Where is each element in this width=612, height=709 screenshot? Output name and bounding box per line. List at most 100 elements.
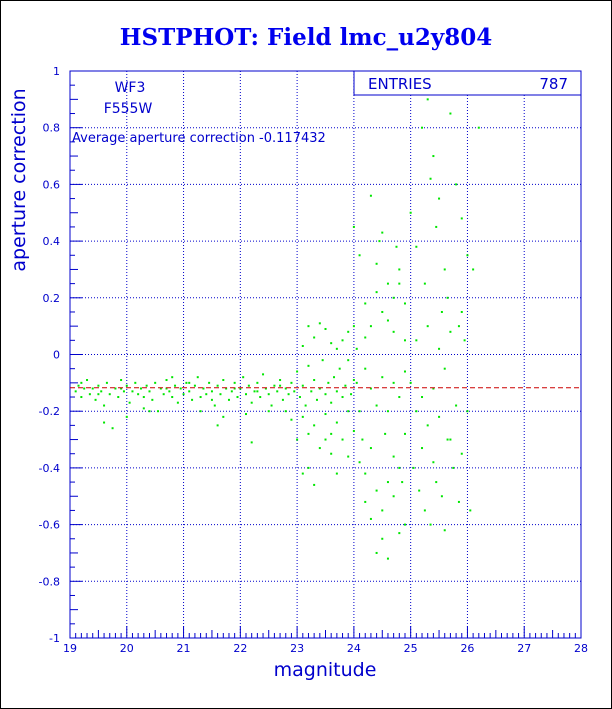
data-point [174,384,177,387]
x-tick-label: 19 [63,642,77,655]
y-tick-label: 0 [53,349,60,362]
data-point [253,390,256,393]
data-point [457,500,460,503]
data-point [395,245,398,248]
data-point [466,254,469,257]
data-point [438,197,441,200]
data-point [256,390,259,393]
data-point [279,379,282,382]
y-tick-label: 0.2 [43,292,61,305]
data-point [298,396,301,399]
data-point [139,387,142,390]
data-point [77,384,80,387]
data-point [193,384,196,387]
data-point [111,427,114,430]
data-point [398,532,401,535]
y-tick-label: -0.2 [39,405,60,418]
data-point [307,364,310,367]
data-point [392,455,395,458]
data-point [287,393,290,396]
data-point [352,379,355,382]
data-point [307,325,310,328]
data-point [338,367,341,370]
data-point [386,319,389,322]
data-point [429,177,432,180]
data-point [415,245,418,248]
data-point [233,387,236,390]
data-point [284,387,287,390]
data-point [199,410,202,413]
data-point [460,452,463,455]
data-point [105,381,108,384]
data-point [381,509,384,512]
data-point [392,296,395,299]
data-point [80,381,83,384]
data-point [324,393,327,396]
data-point [432,155,435,158]
data-point [443,529,446,532]
data-point [347,410,350,413]
filter-label: F555W [104,101,153,117]
data-point [222,379,225,382]
data-point [469,509,472,512]
data-point [435,225,438,228]
data-point [440,310,443,313]
data-point [199,396,202,399]
data-point [472,268,475,271]
data-point [171,376,174,379]
data-point [117,396,120,399]
data-point [330,401,333,404]
data-point [301,415,304,418]
chart-title: HSTPHOT: Field lmc_u2y804 [119,24,493,51]
data-point [307,432,310,435]
data-point [369,194,372,197]
data-point [307,466,310,469]
y-tick-label: 0.4 [43,235,61,248]
data-point [452,466,455,469]
data-point [378,240,381,243]
data-point [279,384,282,387]
data-point [108,393,111,396]
data-point [202,387,205,390]
data-point [80,396,83,399]
data-point [185,381,188,384]
data-point [398,282,401,285]
data-point [267,410,270,413]
data-point [233,381,236,384]
data-point [344,384,347,387]
data-point [290,381,293,384]
data-point [341,339,344,342]
data-point [318,322,321,325]
data-point [120,379,123,382]
data-point [443,367,446,370]
data-point [375,551,378,554]
data-point [165,387,168,390]
data-point [440,495,443,498]
data-point [446,296,449,299]
data-point [347,330,350,333]
data-point [100,390,103,393]
data-point [386,481,389,484]
data-point [230,390,233,393]
data-point [361,438,364,441]
x-tick-label: 22 [233,642,247,655]
data-point [423,282,426,285]
data-point [188,381,191,384]
data-point [449,438,452,441]
data-point [333,376,336,379]
data-point [270,404,273,407]
data-point [477,126,480,129]
data-point [125,415,128,418]
chip-label: WF3 [115,80,146,96]
data-point [304,404,307,407]
data-point [335,347,338,350]
data-points [74,75,480,560]
y-tick-label: -0.6 [39,519,60,532]
data-point [227,398,230,401]
data-point [403,523,406,526]
data-point [83,387,86,390]
data-point [381,376,384,379]
data-point [386,282,389,285]
data-point [426,98,429,101]
data-point [151,398,154,401]
